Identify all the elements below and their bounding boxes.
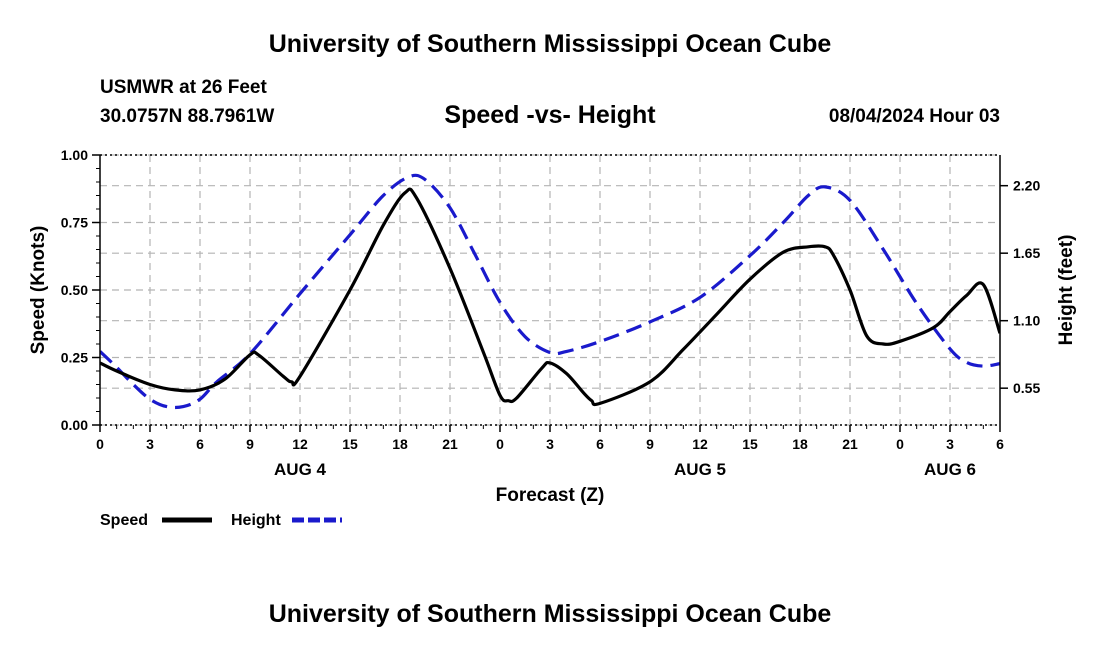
day-label: AUG 4	[274, 460, 327, 479]
y-left-tick-label: 0.25	[61, 350, 88, 366]
day-label: AUG 5	[674, 460, 726, 479]
y-left-tick-label: 0.75	[61, 215, 88, 231]
x-tick-label: 3	[546, 436, 554, 452]
x-tick-label: 15	[742, 436, 758, 452]
x-tick-label: 3	[946, 436, 954, 452]
x-tick-label: 21	[842, 436, 858, 452]
x-tick-label: 6	[996, 436, 1004, 452]
station-coordinates: 30.0757N 88.7961W	[100, 106, 275, 127]
y-right-tick-label: 1.10	[1013, 313, 1040, 329]
chart-series-layer	[100, 173, 1000, 410]
x-tick-label: 18	[392, 436, 408, 452]
y-right-tick-label: 0.55	[1013, 380, 1040, 396]
x-tick-label: 0	[896, 436, 904, 452]
x-tick-label: 21	[442, 436, 458, 452]
day-label: AUG 6	[924, 460, 976, 479]
page-title: University of Southern Mississippi Ocean…	[268, 30, 832, 58]
x-tick-label: 6	[196, 436, 204, 452]
y-left-tick-label: 1.00	[61, 147, 88, 163]
legend-label-speed: Speed	[100, 512, 148, 529]
chart-subtitle: Speed -vs- Height	[444, 101, 656, 129]
chart-legend: Speed Height	[100, 512, 342, 529]
x-tick-label: 15	[342, 436, 358, 452]
x-tick-label: 3	[146, 436, 154, 452]
x-axis-title: Forecast (Z)	[496, 485, 605, 506]
x-tick-label: 9	[646, 436, 654, 452]
x-tick-label: 0	[96, 436, 104, 452]
chart-axes: 0 3 6 9 12 15 18 21 0 3 6 9 12 15 18 21 0 3 6 AUG 4 AUG 5 AUG…	[28, 147, 1077, 506]
x-tick-label: 9	[246, 436, 254, 452]
x-tick-label: 12	[692, 436, 708, 452]
y-left-axis-title: Speed (Knots)	[28, 226, 49, 355]
x-tick-label: 12	[292, 436, 308, 452]
station-label: USMWR at 26 Feet	[100, 77, 267, 98]
chart-grid	[100, 154, 1000, 426]
y-left-tick-label: 0.50	[61, 282, 88, 298]
x-tick-label: 18	[792, 436, 808, 452]
x-tick-label: 6	[596, 436, 604, 452]
series-line-height	[100, 173, 1000, 410]
y-left-tick-label: 0.00	[61, 417, 88, 433]
speed-height-chart: 0 3 6 9 12 15 18 21 0 3 6 9 12 15 18 21 0 3 6 AUG 4 AUG 5 AUG…	[28, 147, 1077, 529]
y-right-axis-title: Height (feet)	[1056, 235, 1077, 346]
y-right-tick-label: 1.65	[1013, 245, 1040, 261]
y-right-tick-label: 2.20	[1013, 178, 1040, 194]
forecast-datetime: 08/04/2024 Hour 03	[828, 106, 1000, 127]
footer-title: University of Southern Mississippi Ocean…	[268, 600, 832, 628]
series-line-speed	[100, 187, 1000, 407]
x-tick-label: 0	[496, 436, 504, 452]
legend-label-height: Height	[231, 512, 281, 529]
